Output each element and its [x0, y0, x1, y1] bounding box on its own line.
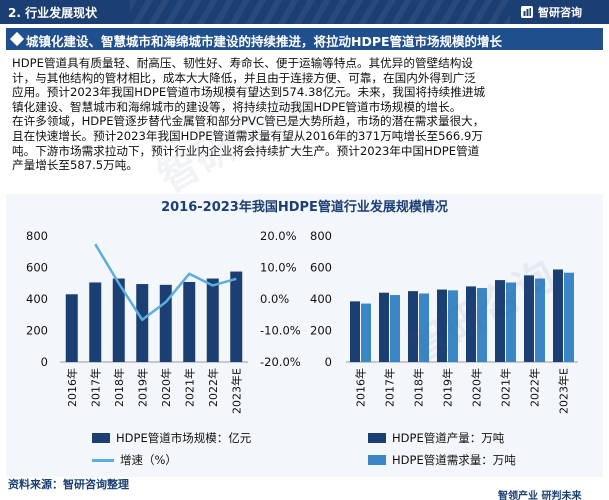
bar-production — [437, 289, 447, 362]
legend-production: HDPE管道产量：万吨 — [368, 430, 504, 446]
y-tick-label: 0 — [325, 355, 332, 369]
bar-production — [350, 301, 360, 362]
brand-logo-area: 智研咨询 — [520, 4, 582, 20]
y-tick-label: 400 — [310, 292, 332, 306]
bar-production — [379, 292, 389, 362]
bar-production — [466, 286, 476, 362]
data-source: 资料来源：智研咨询整理 — [8, 478, 129, 491]
legend-swatch-demand — [368, 455, 386, 465]
legend-growth-rate: 增速（%） — [92, 452, 177, 468]
bar-market-size — [136, 284, 149, 362]
paragraph-line: 在许多领域，HDPE管逐步替代金属管和部分PVC管已是大势所趋，市场的潜在需求量… — [12, 114, 485, 129]
paragraph-line: 产量增长至587.5万吨。 — [12, 158, 138, 173]
header-stripe-decoration — [130, 0, 510, 24]
y-tick-label-right: -20.0% — [260, 355, 301, 369]
y-tick-label-right: 10.0% — [260, 261, 297, 275]
y-tick-label: 600 — [310, 261, 332, 275]
bar-demand — [564, 272, 574, 362]
x-tick-label: 2018年 — [112, 368, 126, 407]
brand-slogan: 智领产业 研判未来 — [498, 491, 582, 500]
headline-text: 城镇化建设、智慧城市和海绵城市建设的持续推进，将拉动HDPE管道市场规模的增长 — [26, 34, 503, 49]
bar-demand — [448, 290, 458, 362]
legend-label-market-size: HDPE管道市场规模：亿元 — [116, 431, 252, 445]
paragraph-line: 计，与其他结构的管材相比，成本大大降低，并且由于连接方便、可靠，在国内外得到广泛 — [12, 70, 476, 85]
legend-label-production: HDPE管道产量：万吨 — [392, 431, 505, 445]
x-tick-label: 2017年 — [383, 368, 397, 407]
x-tick-label: 2020年 — [470, 368, 484, 407]
bar-production — [408, 291, 418, 362]
bar-demand — [390, 295, 400, 362]
bar-production — [495, 280, 505, 362]
y-tick-label-left: 400 — [26, 292, 48, 306]
x-tick-label: 2017年 — [88, 368, 102, 407]
x-tick-label: 2016年 — [65, 368, 79, 407]
paragraph-line: 应用。预计2023年我国HDPE管道市场规模有望达到574.38亿元。未来，我国… — [12, 85, 486, 100]
bar-market-size — [112, 278, 125, 362]
legend-swatch-production — [368, 433, 386, 443]
bar-market-size — [183, 281, 196, 362]
y-tick-label-left: 0 — [41, 355, 48, 369]
legend-label-growth-rate: 增速（%） — [120, 453, 177, 467]
brand-name: 智研咨询 — [538, 6, 582, 19]
y-tick-label-left: 600 — [26, 261, 48, 275]
legend-label-demand: HDPE管道需求量：万吨 — [392, 453, 516, 467]
description-paragraph: HDPE管道具有质量轻、耐高压、韧性好、寿命长、便于运输等特点。其优异的管壁结构… — [12, 56, 602, 173]
bar-market-size — [206, 278, 219, 362]
bar-production — [553, 269, 563, 362]
growth-rate-line — [94, 243, 237, 322]
chart-title: 2016-2023年我国HDPE管道行业发展规模情况 — [161, 200, 448, 215]
x-tick-label: 2022年 — [528, 368, 542, 407]
y-tick-label: 800 — [310, 229, 332, 243]
x-tick-label: 2019年 — [441, 368, 455, 407]
y-tick-label-left: 800 — [26, 229, 48, 243]
x-tick-label: 2019年 — [135, 368, 149, 407]
paragraph-line: HDPE管道具有质量轻、耐高压、韧性好、寿命长、便于运输等特点。其优异的管壁结构… — [12, 56, 473, 70]
bar-market-size — [230, 271, 243, 362]
paragraph-line: 且在快速增长。预计2023年我国HDPE管道需求量有望从2016年的371万吨增… — [12, 128, 483, 143]
section-title: 2. 行业发展现状 — [8, 6, 98, 20]
x-tick-label: 2022年 — [206, 368, 220, 407]
legend-demand: HDPE管道需求量：万吨 — [368, 452, 516, 468]
bar-market-size — [65, 294, 78, 362]
y-tick-label: 200 — [310, 324, 332, 338]
bar-demand — [535, 278, 545, 362]
brand-logo-icon — [521, 6, 533, 18]
y-tick-label-right: -10.0% — [260, 324, 301, 338]
bar-demand — [506, 282, 516, 362]
paragraph-line: 吨。下游市场需求拉动下，预计行业内企业将会持续扩大生产。预计2023年中国HDP… — [12, 143, 480, 158]
paragraph-line: 镇化建设、智慧城市和海绵城市的建设等，将持续拉动我国HDPE管道市场规模的增长。 — [12, 99, 462, 114]
x-tick-label: 2018年 — [412, 368, 426, 407]
x-tick-label: 2023年E — [229, 368, 243, 414]
bar-demand — [419, 293, 429, 362]
y-tick-label-right: 0.0% — [260, 292, 289, 306]
legend-swatch-growth-rate — [92, 458, 114, 462]
bar-production — [524, 275, 534, 362]
x-tick-label: 2021年 — [499, 368, 513, 407]
bar-market-size — [89, 282, 102, 362]
legend-swatch-market-size — [92, 433, 110, 443]
x-tick-label: 2021年 — [182, 368, 196, 407]
bar-demand — [477, 287, 487, 362]
y-tick-label-right: 20.0% — [260, 229, 297, 243]
headline-band: 城镇化建设、智慧城市和海绵城市建设的持续推进，将拉动HDPE管道市场规模的增长 — [6, 28, 603, 50]
x-tick-label: 2023年E — [557, 368, 571, 414]
x-tick-label: 2016年 — [354, 368, 368, 407]
bar-demand — [361, 303, 371, 362]
top-bar: 2. 行业发展现状 智研咨询 — [0, 0, 609, 24]
y-tick-label-left: 200 — [26, 324, 48, 338]
x-tick-label: 2020年 — [159, 368, 173, 407]
legend-market-size: HDPE管道市场规模：亿元 — [92, 430, 251, 446]
